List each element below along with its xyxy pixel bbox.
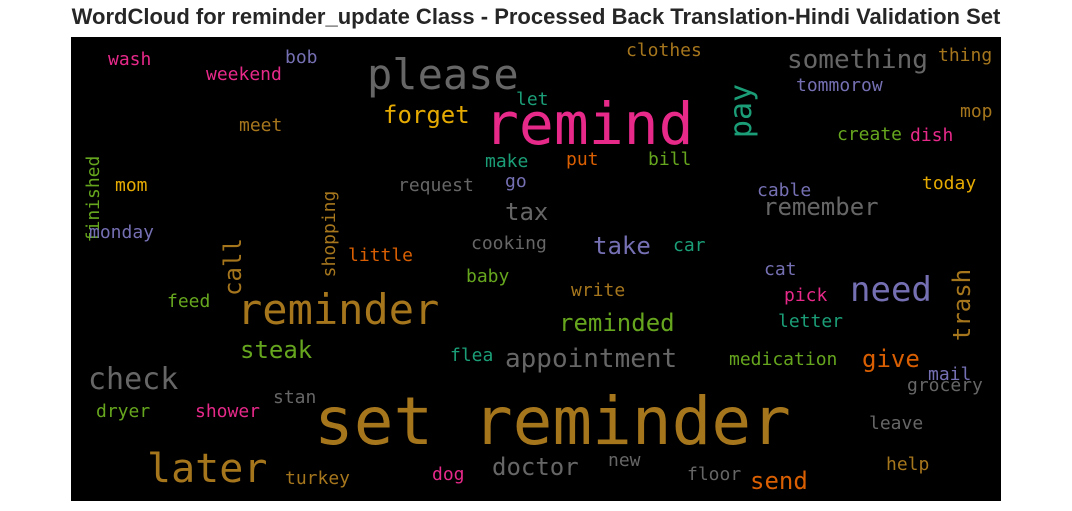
word-cooking: cooking [471,233,547,254]
chart-title: WordCloud for reminder_update Class - Pr… [71,4,1001,29]
word-remember: remember [763,193,879,221]
word-need: need [850,270,932,310]
word-cat: cat [764,259,797,280]
word-write: write [571,280,625,301]
word-stan: stan [273,387,316,408]
word-make: make [485,151,528,172]
word-feed: feed [167,291,210,312]
word-check: check [88,362,178,397]
word-reminder: reminder [237,285,439,334]
word-new: new [608,450,641,471]
word-today: today [922,173,976,194]
word-pay: pay [724,84,759,138]
word-leave: leave [869,413,923,434]
word-dog: dog [432,464,465,485]
word-grocery: grocery [907,375,983,396]
word-bill: bill [648,149,691,170]
word-mop: mop [960,101,993,122]
word-put: put [566,149,599,170]
word-give: give [862,345,920,373]
word-baby: baby [466,266,510,287]
word-meet: meet [239,115,282,136]
word-bob: bob [285,47,318,68]
word-floor: floor [687,464,741,485]
word-go: go [505,171,527,192]
word-help: help [886,454,929,475]
word-doctor: doctor [492,453,579,481]
word-let: let [516,89,549,110]
word-appointment: appointment [505,344,677,374]
word-letter: letter [778,311,843,332]
word-flea: flea [450,345,493,366]
word-tax: tax [505,198,548,226]
word-call: call [219,238,247,296]
word-pick: pick [784,285,828,306]
word-please: please [367,50,519,99]
word-mail: mail [928,364,971,385]
word-shopping: shopping [319,191,340,278]
word-take: take [593,232,651,260]
word-finished: finished [83,156,104,243]
word-reminded: reminded [559,309,675,337]
word-tommorow: tommorow [796,75,883,96]
word-trash: trash [948,269,976,341]
word-send: send [750,467,808,495]
wordcloud-panel: set reminder remind please reminder later nee… [71,37,1001,501]
word-shower: shower [195,401,260,422]
word-little: little [348,245,413,266]
word-wash: wash [108,49,151,70]
word-car: car [673,235,706,256]
word-something: something [787,45,928,75]
word-dryer: dryer [96,401,150,422]
word-cable: cable [757,180,811,201]
word-thing: thing [938,45,992,66]
word-steak: steak [240,336,313,364]
word-request: request [398,175,474,196]
word-weekend: weekend [206,64,282,85]
word-set-reminder: set reminder [314,383,791,460]
word-dish: dish [910,125,953,146]
word-turkey: turkey [285,468,350,489]
word-create: create [837,124,902,145]
word-mom: mom [115,175,148,196]
word-remind: remind [484,90,694,158]
word-later: later [147,446,267,492]
word-monday: monday [89,222,154,243]
word-clothes: clothes [626,40,702,61]
word-forget: forget [383,101,470,129]
word-medication: medication [729,349,837,370]
